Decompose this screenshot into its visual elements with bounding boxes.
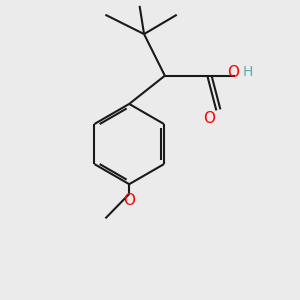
Text: O: O xyxy=(226,64,238,80)
Text: H: H xyxy=(242,65,253,79)
Text: O: O xyxy=(123,193,135,208)
Text: O: O xyxy=(203,111,215,126)
